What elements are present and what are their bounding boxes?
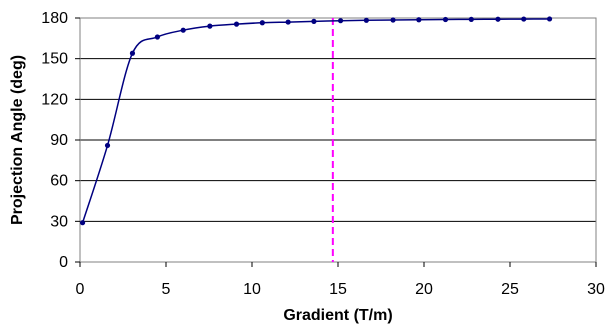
data-point xyxy=(416,17,422,23)
data-point xyxy=(468,16,474,22)
y-tick-label: 30 xyxy=(50,213,68,230)
data-point xyxy=(495,16,501,22)
y-tick-label: 90 xyxy=(50,132,68,149)
y-tick-label: 0 xyxy=(59,254,68,271)
y-tick-label: 150 xyxy=(41,51,68,68)
y-tick-label: 180 xyxy=(41,10,68,27)
x-tick-label: 25 xyxy=(501,281,519,298)
data-point xyxy=(285,19,291,25)
data-point xyxy=(207,23,213,29)
data-point xyxy=(521,16,527,22)
data-point xyxy=(233,21,240,27)
y-tick-label: 60 xyxy=(50,173,68,190)
x-axis-title: Gradient (T/m) xyxy=(283,307,392,324)
x-tick-label: 15 xyxy=(329,281,347,298)
data-point xyxy=(546,16,553,22)
x-tick-label: 30 xyxy=(587,281,605,298)
data-point xyxy=(390,17,396,23)
data-point xyxy=(259,20,265,26)
x-tick-label: 10 xyxy=(243,281,261,298)
x-tick-labels: 0 5 10 15 20 25 30 xyxy=(76,262,605,298)
data-point xyxy=(180,27,186,33)
data-point xyxy=(104,142,111,149)
x-tick-label: 5 xyxy=(162,281,171,298)
x-tick-label: 20 xyxy=(415,281,433,298)
data-point xyxy=(442,16,449,23)
data-point xyxy=(129,50,136,56)
y-axis-title: Projection Angle (deg) xyxy=(9,55,26,225)
data-points xyxy=(79,16,553,226)
data-point xyxy=(154,34,160,40)
y-tick-label: 120 xyxy=(41,91,68,108)
y-tick-labels: 0 30 60 90 120 150 180 xyxy=(41,10,80,271)
data-point xyxy=(363,17,369,23)
x-tick-label: 0 xyxy=(76,281,85,298)
data-point xyxy=(337,18,344,24)
data-point xyxy=(79,220,86,226)
data-point xyxy=(311,18,317,24)
